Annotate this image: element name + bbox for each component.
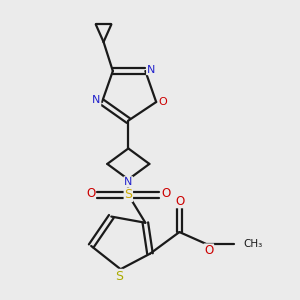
Text: N: N <box>147 64 155 74</box>
Text: N: N <box>92 95 101 106</box>
Text: O: O <box>161 187 171 200</box>
Text: O: O <box>86 187 95 200</box>
Text: O: O <box>176 195 185 208</box>
Text: S: S <box>115 269 123 283</box>
Text: N: N <box>124 177 133 187</box>
Text: O: O <box>159 97 167 107</box>
Text: S: S <box>124 188 132 201</box>
Text: CH₃: CH₃ <box>243 239 262 249</box>
Text: O: O <box>204 244 214 257</box>
